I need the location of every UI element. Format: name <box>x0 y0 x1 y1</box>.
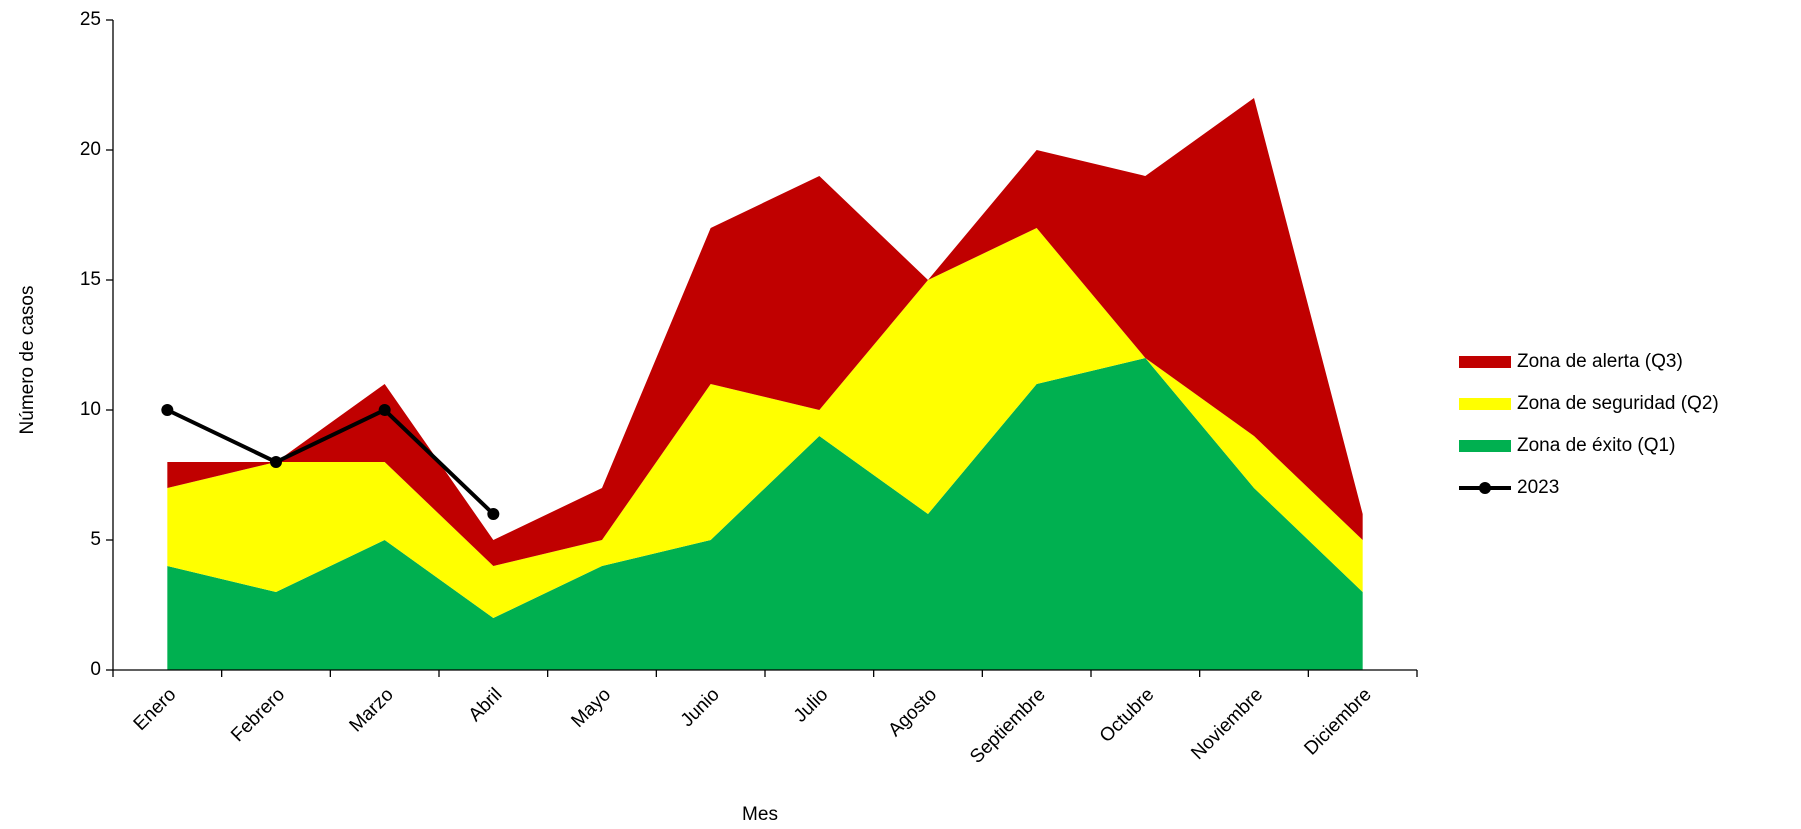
y-axis-title: Número de casos <box>17 286 38 435</box>
x-tick-label: Octubre <box>1096 684 1159 747</box>
legend-marker <box>1479 482 1491 494</box>
x-axis-title: Mes <box>742 804 778 825</box>
legend-swatch <box>1459 398 1511 410</box>
x-tick-label: Julio <box>790 684 832 726</box>
y-tick-label: 20 <box>80 139 101 160</box>
x-tick-label: Diciembre <box>1300 684 1375 759</box>
y-tick-label: 0 <box>90 659 101 680</box>
marker <box>378 404 391 416</box>
legend-label: Zona de éxito (Q1) <box>1517 435 1675 456</box>
x-tick-label: Mayo <box>567 684 615 732</box>
marker <box>161 404 174 416</box>
x-tick-label: Noviembre <box>1187 684 1267 764</box>
legend-swatch <box>1459 356 1511 368</box>
x-tick-label: Agosto <box>884 684 941 741</box>
legend-label: Zona de alerta (Q3) <box>1517 351 1683 372</box>
y-tick-label: 10 <box>80 399 101 420</box>
area <box>167 358 1363 670</box>
area <box>167 228 1363 618</box>
y-tick-label: 5 <box>90 529 101 550</box>
line <box>166 407 495 516</box>
plot-area <box>167 98 1363 670</box>
x-tick-label: Marzo <box>346 684 398 736</box>
legend-swatch <box>1459 440 1511 452</box>
x-tick-label: Junio <box>677 684 724 731</box>
marker <box>487 508 500 520</box>
y-tick-label: 25 <box>80 9 101 30</box>
x-tick-label: Febrero <box>227 684 289 746</box>
y-tick-label: 15 <box>80 269 101 290</box>
area <box>167 98 1363 566</box>
legend: Zona de alerta (Q3) Zona de seguridad (Q2… <box>1459 351 1719 498</box>
x-tick-label: Enero <box>130 684 181 735</box>
legend-label: 2023 <box>1517 477 1559 498</box>
x-tick-label: Abril <box>465 684 507 726</box>
legend-label: Zona de seguridad (Q2) <box>1517 393 1719 414</box>
x-tick-label: Septiembre <box>966 684 1050 768</box>
marker <box>270 456 282 468</box>
